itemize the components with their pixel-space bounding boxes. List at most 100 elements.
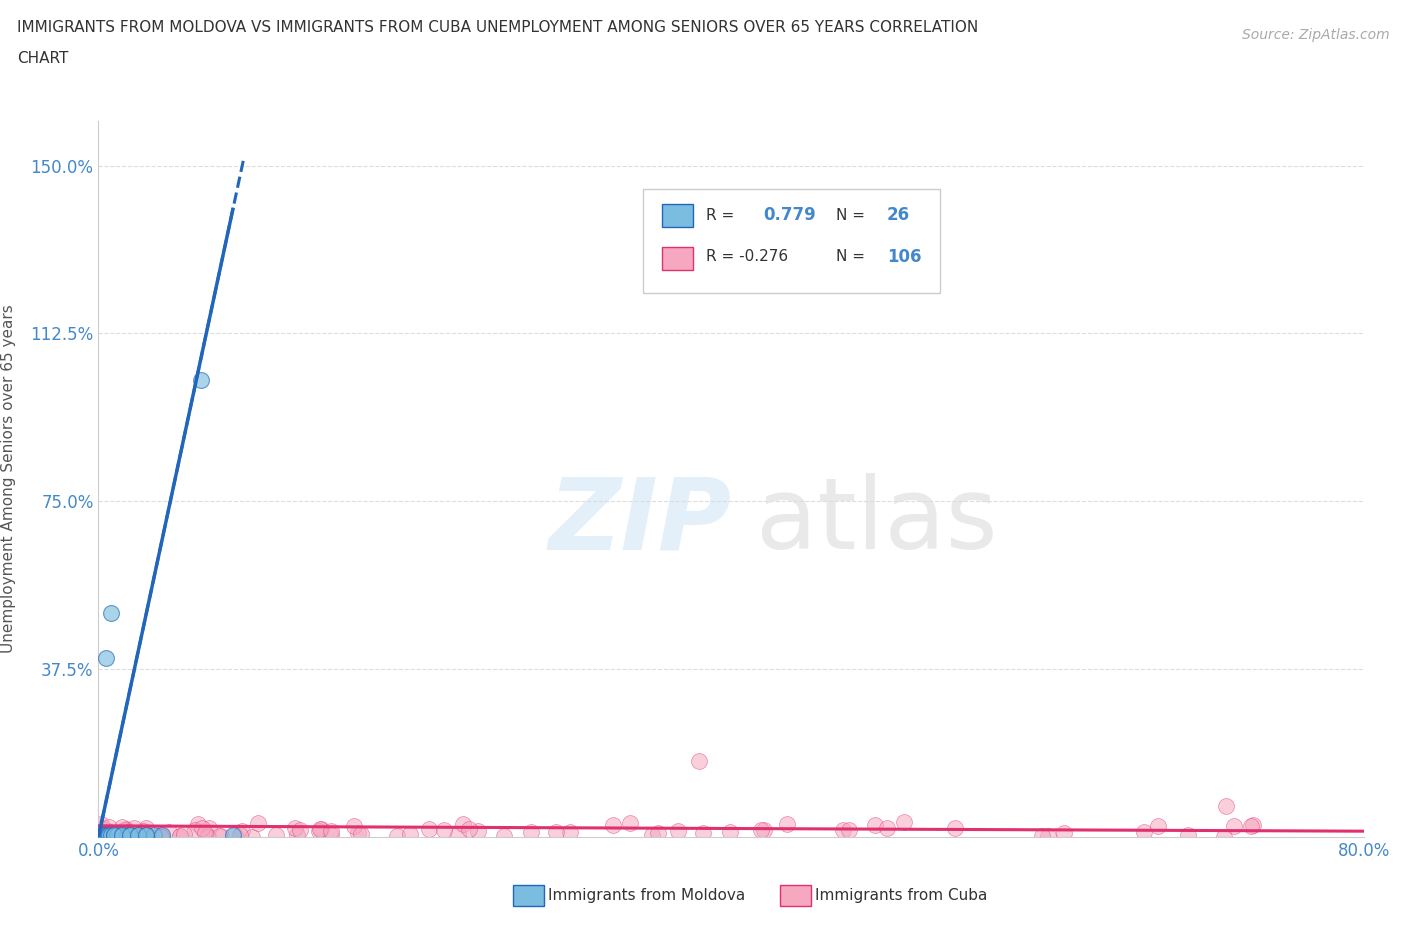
Point [131,826,153,841]
Point [520,825,543,840]
Point [122,827,145,842]
Point [91,828,114,843]
Point [266,828,288,843]
Point [93,826,115,841]
Point [319,824,342,839]
Point [107,828,129,843]
Point [619,816,641,830]
Point [91,825,114,840]
Point [169,828,191,843]
Point [135,820,157,835]
Point [1240,818,1263,833]
Point [1241,817,1264,832]
Text: Immigrants from Cuba: Immigrants from Cuba [815,888,988,903]
Point [1213,830,1236,844]
Point [142,828,165,843]
Point [117,825,139,840]
Point [90,828,112,843]
Point [108,827,131,842]
Point [150,828,173,843]
Point [457,822,479,837]
Point [647,825,669,840]
Point [98,828,121,843]
Point [96,828,118,843]
Text: Immigrants from Moldova: Immigrants from Moldova [548,888,745,903]
Point [602,817,624,832]
Point [101,827,124,842]
Point [124,825,146,840]
Point [149,830,172,844]
Point [127,828,149,843]
Point [132,827,155,842]
Point [447,827,470,842]
Point [1223,818,1246,833]
Point [876,821,898,836]
Point [135,828,157,843]
Point [1031,829,1053,844]
Point [115,828,138,843]
Bar [661,247,693,270]
Point [240,829,263,844]
Point [308,824,330,839]
Point [309,821,332,836]
Text: R = -0.276: R = -0.276 [706,249,787,264]
Point [692,825,714,840]
Point [228,828,250,843]
Point [209,828,232,843]
Point [492,829,515,844]
Point [246,816,269,830]
Point [288,823,311,838]
Point [399,827,422,842]
Text: 26: 26 [887,206,910,224]
Point [131,827,153,842]
Point [222,828,245,843]
Text: N =: N = [837,208,865,223]
Point [1038,829,1060,844]
Point [114,822,136,837]
Point [103,828,125,843]
Point [117,825,139,840]
Text: atlas: atlas [756,473,998,570]
Point [169,829,191,844]
Point [111,819,134,834]
Point [863,817,886,832]
Point [150,830,173,844]
Point [385,829,408,844]
Point [187,817,209,831]
Point [1132,824,1154,839]
Point [285,828,308,843]
Text: R =: R = [706,208,734,223]
Point [93,828,117,843]
Point [157,825,180,840]
Point [112,823,135,838]
Point [111,828,134,843]
Point [194,825,217,840]
Point [893,815,915,830]
Point [546,825,568,840]
Point [309,822,332,837]
Text: 0.779: 0.779 [762,206,815,224]
Point [103,828,125,843]
Point [197,830,219,844]
Point [89,828,111,843]
Point [191,821,214,836]
Point [114,828,136,843]
Point [433,822,456,837]
Point [173,827,195,842]
Point [641,828,664,843]
Point [467,823,489,838]
Point [1177,828,1199,843]
Point [135,828,157,843]
Text: 106: 106 [887,248,921,266]
Point [98,824,121,839]
Point [718,825,741,840]
Point [343,819,366,834]
Point [91,821,114,836]
Text: Source: ZipAtlas.com: Source: ZipAtlas.com [1241,28,1389,42]
FancyBboxPatch shape [643,189,941,293]
Point [198,820,221,835]
Point [120,828,141,843]
Point [347,826,370,841]
Point [103,828,125,843]
Point [93,826,115,841]
